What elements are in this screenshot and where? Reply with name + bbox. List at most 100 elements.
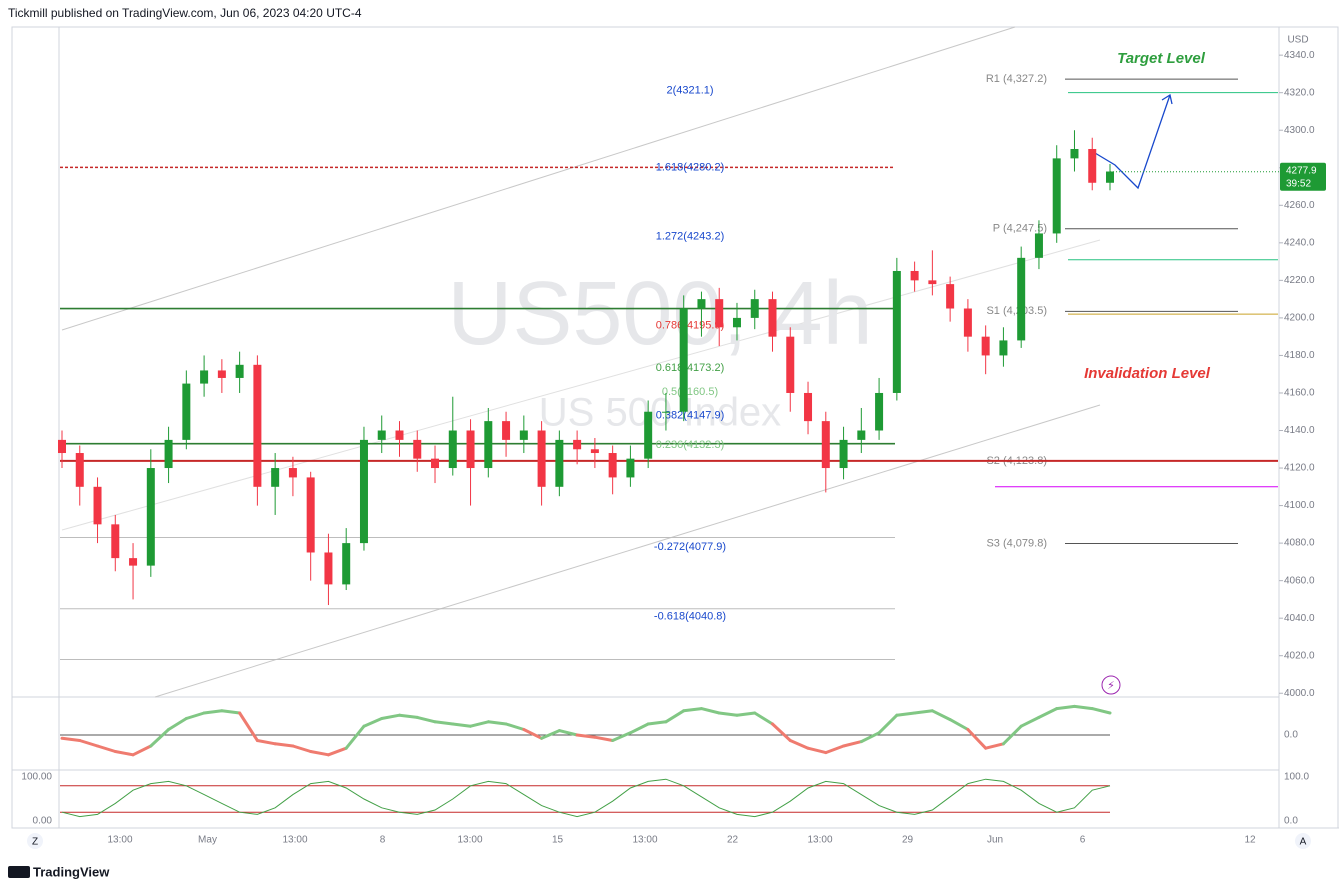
candle-body [573, 439, 582, 450]
candle-body [804, 392, 813, 422]
candle-body [359, 439, 368, 544]
alert-icon[interactable] [1101, 675, 1121, 695]
candle-body [217, 370, 226, 378]
osc-segment [646, 720, 668, 726]
x-tick-label: 29 [902, 835, 914, 846]
y-tick-label: 4120.0 [1284, 463, 1315, 474]
candle-body [413, 439, 422, 459]
candle-body [644, 411, 653, 459]
osc-segment [1037, 707, 1059, 719]
candle-body [324, 552, 333, 585]
osc-segment [362, 717, 384, 728]
y-tick-label: 4240.0 [1284, 237, 1315, 248]
y-tick-label: 4300.0 [1284, 125, 1315, 136]
candle-body [129, 558, 138, 566]
watermark-subtitle: US 500 Index [539, 391, 781, 435]
last-price-tag [1280, 162, 1326, 191]
candle-body [981, 336, 990, 356]
osc-tick-label: 0.0 [1284, 730, 1298, 741]
x-tick-label: 15 [552, 835, 564, 846]
header: Tickmill published on TradingView.com, J… [8, 6, 362, 20]
y-tick-label: 4140.0 [1284, 425, 1315, 436]
auto-button-label: A [1300, 837, 1307, 848]
candle-body [732, 317, 741, 328]
osc-segment [113, 750, 135, 757]
osc-segment [131, 744, 153, 757]
watermark-title: US500, 4h [447, 264, 872, 364]
osc-segment [184, 711, 206, 720]
candle-body [768, 299, 777, 337]
osc-segment [255, 739, 277, 746]
osc-segment [202, 709, 224, 715]
y-tick-label: 4000.0 [1284, 688, 1315, 699]
candle-body [821, 421, 830, 469]
candle-body [306, 477, 315, 553]
osc-segment [78, 739, 100, 748]
candle-body [75, 453, 84, 487]
candle-body [502, 421, 511, 440]
x-tick-label: 8 [380, 835, 386, 846]
fib-label: 0.618(4173.2) [656, 362, 725, 374]
x-tick-label: 13:00 [632, 835, 657, 846]
y-tick-label: 4100.0 [1284, 500, 1315, 511]
y-tick-label: 4160.0 [1284, 388, 1315, 399]
candle-body [1052, 158, 1061, 234]
candle-body [200, 370, 209, 384]
candle-body [466, 430, 475, 469]
osc-segment [309, 750, 330, 757]
fib-label: 1.618(4280.2) [656, 161, 725, 173]
auto-button[interactable] [1295, 833, 1311, 849]
osc-segment [948, 718, 970, 731]
stoch-line [61, 778, 1111, 818]
osc-segment [540, 729, 561, 740]
osc-segment [895, 711, 917, 717]
candle-body [590, 449, 599, 454]
zoom-button[interactable] [27, 833, 43, 849]
candle-body [519, 430, 528, 440]
candle-body [1088, 148, 1097, 183]
fib-label: 1.272(4243.2) [656, 231, 725, 243]
candle-body [661, 411, 670, 413]
candle-body [928, 280, 937, 285]
osc-segment [842, 740, 863, 748]
candle-body [93, 486, 102, 525]
y-tick-label: 4340.0 [1284, 50, 1315, 61]
osc-segment [1090, 707, 1112, 715]
osc-segment [682, 707, 703, 713]
candle-body [235, 364, 244, 378]
osc-segment [433, 720, 455, 726]
pivot-label: S3 (4,079.8) [986, 537, 1047, 549]
osc-segment [735, 711, 757, 717]
fib-label: 0.786(4195.9) [656, 319, 725, 331]
alert-glyph: ⚡ [1107, 680, 1115, 692]
fib-label: 2(4321.1) [666, 85, 713, 97]
osc-segment [966, 728, 988, 750]
channel-line [61, 239, 1101, 531]
y-tick-label: 4320.0 [1284, 87, 1315, 98]
stoch-tick-label: 100.0 [1284, 772, 1309, 783]
fib-label: 0.5(4160.5) [662, 386, 718, 398]
osc-segment [753, 711, 775, 726]
y-tick-label: 4260.0 [1284, 200, 1315, 211]
candle-body [963, 308, 972, 337]
osc-segment [788, 739, 810, 750]
osc-segment [167, 717, 188, 731]
osc-segment [877, 713, 899, 735]
osc-segment [96, 744, 117, 753]
channel-line [154, 404, 1101, 698]
osc-segment [859, 731, 881, 744]
osc-segment [397, 713, 419, 719]
fib-label: 0.236(4132.3) [656, 439, 725, 451]
candle-body [679, 308, 688, 412]
x-tick-label: 22 [727, 835, 739, 846]
candle-body [608, 453, 617, 478]
footer-brand: TradingView [33, 864, 110, 879]
candle-body [892, 270, 901, 393]
stoch-left-label: 100.00 [21, 772, 52, 783]
osc-segment [326, 746, 348, 757]
currency: USD [1287, 35, 1308, 46]
y-tick-label: 4200.0 [1284, 313, 1315, 324]
osc-segment [238, 711, 259, 742]
candle-body [146, 468, 155, 566]
